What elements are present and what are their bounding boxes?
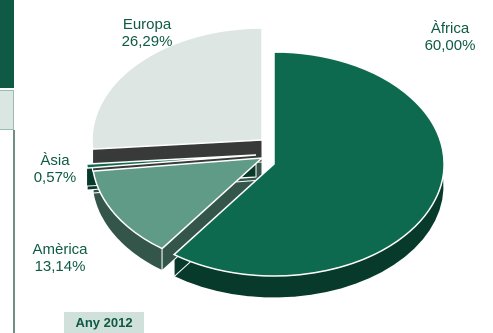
slice-frica [172, 51, 445, 277]
slice-label-europa: Europa 26,29% [102, 16, 192, 50]
side-accent-box [0, 90, 14, 130]
slice-amrica [92, 157, 265, 250]
slice-name-africa: Àfrica [430, 20, 470, 37]
slice-value-asia: 0,57% [33, 169, 77, 186]
slice-name-america: Amèrica [32, 241, 88, 258]
slice-name-europa: Europa [122, 16, 172, 33]
side-accent-bar [0, 0, 14, 88]
slice-value-africa: 60,00% [424, 37, 476, 54]
slice-value-america: 13,14% [34, 258, 86, 275]
slice-label-america: Amèrica 13,14% [20, 241, 100, 275]
slice-value-europa: 26,29% [121, 33, 173, 50]
slice-label-asia: Àsia 0,57% [20, 152, 90, 186]
side-divider [13, 130, 15, 333]
slice-name-asia: Àsia [40, 152, 70, 169]
slice-label-africa: Àfrica 60,00% [408, 20, 492, 54]
year-badge: Any 2012 [64, 312, 144, 333]
slice-sia [85, 154, 257, 169]
slice-europa [91, 27, 263, 150]
